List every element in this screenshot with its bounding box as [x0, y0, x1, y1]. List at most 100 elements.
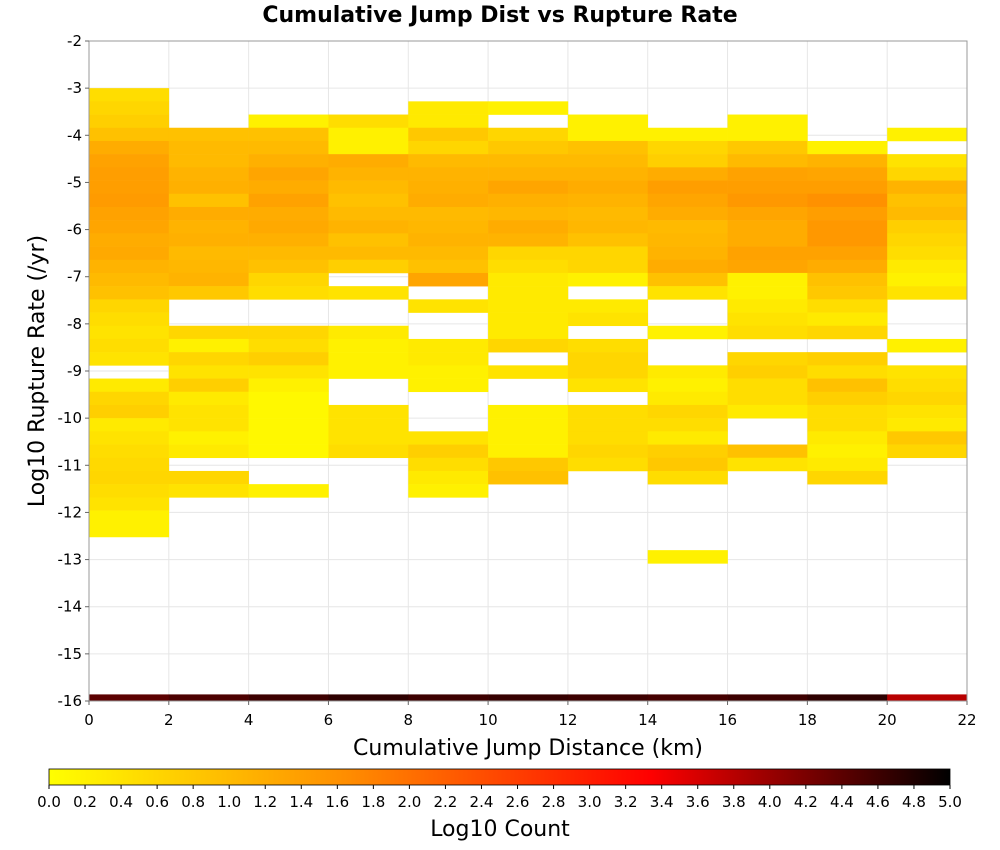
heatmap-cell-c10-r20	[887, 391, 968, 406]
colorbar-tick-label-3: 0.6	[145, 793, 169, 811]
y-tick-label-10: -12	[58, 503, 83, 521]
heatmap-cell-c4-r13	[408, 272, 489, 287]
heatmap-cell-c4-r8	[408, 206, 489, 221]
heatmap-cell-c8-r4	[727, 167, 808, 181]
heatmap-cell-c7-r32	[647, 550, 728, 564]
colorbar-tick-label-22: 4.4	[830, 793, 854, 811]
heatmap-cell-c10-r12	[887, 286, 968, 300]
heatmap-cell-c2-r11	[248, 259, 329, 274]
heatmap-cell-c9-r5	[807, 206, 888, 221]
heatmap-cell-c3-r1	[328, 127, 409, 142]
colorbar-tick-label-5: 1.0	[217, 793, 241, 811]
x-tick-label-3: 6	[324, 711, 334, 729]
heatmap-cell-c2-r18	[248, 352, 329, 366]
heatmap-cell-c1-r26	[168, 470, 249, 485]
colorbar-tick-label-21: 4.2	[794, 793, 818, 811]
heatmap-cell-c6-r18	[567, 352, 649, 366]
heatmap-cell-bottom-5	[488, 694, 569, 701]
heatmap-cell-c5-r9	[488, 220, 569, 234]
heatmap-cell-c0-r1	[89, 101, 170, 115]
heatmap-cell-c9-r11	[807, 286, 888, 300]
heatmap-cell-c5-r25	[488, 431, 569, 445]
heatmap-cell-c8-r10	[727, 246, 808, 261]
heatmap-cell-c0-r2	[89, 114, 170, 129]
heatmap-cell-c1-r11	[168, 272, 249, 287]
heatmap-cell-c10-r24	[887, 444, 968, 459]
heatmap-cell-c0-r9	[89, 206, 170, 221]
heatmap-cell-c8-r13	[727, 286, 808, 300]
heatmap-cell-c7-r1	[647, 140, 728, 155]
colorbar-tick-label-9: 1.8	[361, 793, 385, 811]
y-tick-label-14: -16	[58, 692, 83, 710]
heatmap-cell-c0-r17	[89, 312, 170, 327]
heatmap-cell-c1-r0	[168, 127, 249, 142]
heatmap-cell-c9-r23	[807, 444, 888, 459]
heatmap-cell-c7-r22	[647, 418, 728, 432]
heatmap-cell-c0-r19	[89, 338, 170, 353]
heatmap-cell-c6-r14	[567, 299, 649, 313]
heatmap-cell-c7-r26	[647, 470, 728, 485]
heatmap-cell-c1-r6	[168, 206, 249, 221]
heatmap-cell-c2-r0	[248, 114, 329, 129]
heatmap-cell-c4-r15	[408, 299, 489, 313]
heatmap-cell-c1-r17	[168, 352, 249, 366]
heatmap-cell-c1-r23	[168, 431, 249, 445]
heatmap-cell-c9-r25	[807, 470, 888, 485]
heatmap-cell-c7-r8	[647, 233, 728, 247]
heatmap-cell-c6-r19	[567, 365, 649, 379]
heatmap-cell-c0-r15	[89, 286, 170, 300]
heatmap-cell-c6-r10	[567, 246, 649, 261]
heatmap-cell-c5-r5	[488, 167, 569, 181]
heatmap-cell-c7-r4	[647, 180, 728, 195]
heatmap-cell-c6-r2	[567, 140, 649, 155]
heatmap-cell-c3-r25	[328, 444, 409, 459]
heatmap-cell-c1-r8	[168, 233, 249, 247]
heatmap-cell-c4-r18	[408, 338, 489, 353]
heatmap-cell-c2-r5	[248, 180, 329, 195]
heatmap-cell-c1-r27	[168, 484, 249, 498]
colorbar-ticks: 0.0 0.2 0.4 0.6 0.8 1.0 1.2 1.4 1.6 1.8 2.0 2.2 2.4 2…	[37, 785, 962, 811]
heatmap-cell-c4-r26	[408, 444, 489, 459]
heatmap-cell-c1-r9	[168, 246, 249, 261]
colorbar-tick-label-17: 3.4	[650, 793, 674, 811]
heatmap-cell-c10-r19	[887, 378, 968, 393]
heatmap-cell-bottom-4	[408, 694, 489, 701]
x-tick-label-8: 16	[718, 711, 737, 729]
heatmap-cell-c0-r27	[89, 444, 170, 459]
colorbar	[48, 768, 951, 786]
colorbar-tick-label-19: 3.8	[722, 793, 746, 811]
x-tick-label-4: 8	[403, 711, 413, 729]
heatmap-cell-c7-r18	[647, 365, 728, 379]
heatmap-cell-c6-r25	[567, 444, 649, 459]
heatmap-cell-c1-r20	[168, 391, 249, 406]
y-tick-label-2: -4	[67, 126, 82, 144]
heatmap-cell-c1-r19	[168, 378, 249, 393]
heatmap-cell-c3-r3	[328, 154, 409, 168]
heatmap-cell-c9-r17	[807, 365, 888, 379]
colorbar-tick-label-0: 0.0	[37, 793, 61, 811]
heatmap-cell-c6-r9	[567, 233, 649, 247]
heatmap-cell-c5-r10	[488, 233, 569, 247]
heatmap-cell-c2-r23	[248, 418, 329, 432]
heatmap-cell-c0-r0	[89, 88, 170, 102]
x-tick-label-10: 20	[878, 711, 897, 729]
heatmap-cell-c0-r25	[89, 418, 170, 432]
heatmap-cell-c9-r14	[807, 325, 888, 340]
colorbar-tick-label-24: 4.8	[902, 793, 926, 811]
heatmap-cell-c4-r25	[408, 431, 489, 445]
heatmap-cell-c9-r24	[807, 457, 888, 472]
heatmap-cell-c9-r18	[807, 378, 888, 393]
colorbar-tick-label-6: 1.2	[253, 793, 277, 811]
heatmap-cell-c8-r14	[727, 299, 808, 313]
heatmap-cell-c10-r9	[887, 246, 968, 261]
heatmap-cell-c0-r6	[89, 167, 170, 181]
heatmap-cell-c2-r12	[248, 272, 329, 287]
colorbar-tick-label-20: 4.0	[758, 793, 782, 811]
heatmap-cell-bottom-10	[887, 694, 968, 701]
heatmap-cell-c7-r7	[647, 220, 728, 234]
heatmap-cell-c7-r25	[647, 457, 728, 472]
heatmap-cell-c8-r20	[727, 378, 808, 393]
heatmap-cell-c0-r33	[89, 523, 170, 538]
heatmap-cell-c6-r23	[567, 418, 649, 432]
